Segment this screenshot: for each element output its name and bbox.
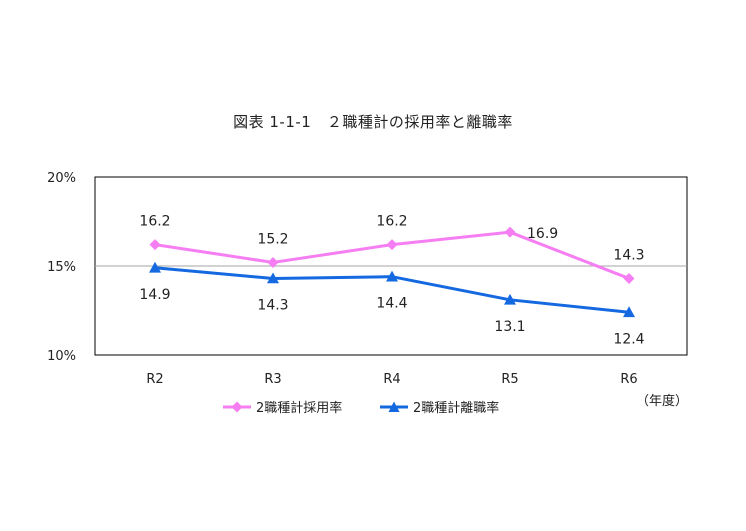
legend-marker-hiring	[231, 401, 243, 413]
data-point-hiring-r2	[149, 239, 161, 251]
x-axis-ticks: R2 R3 R4 R5 R6	[146, 372, 637, 387]
data-point-turnover-r5	[504, 293, 516, 305]
x-tick-label-r3: R3	[264, 372, 281, 387]
data-label-turnover-r4: 14.4	[376, 296, 407, 312]
data-label-hiring-r3: 15.2	[257, 231, 288, 247]
legend-label-hiring: 2職種計採用率	[256, 400, 342, 416]
data-point-hiring-r4	[386, 239, 398, 251]
legend: 2職種計採用率 2職種計離職率	[223, 400, 499, 416]
legend-label-turnover: 2職種計離職率	[413, 400, 499, 416]
x-tick-label-r6: R6	[620, 372, 637, 387]
data-label-hiring-r2: 16.2	[139, 214, 170, 230]
legend-marker-turnover	[388, 401, 400, 412]
y-tick-label-10: 10%	[47, 349, 76, 364]
data-point-hiring-r3	[267, 256, 279, 268]
data-point-turnover-r4	[386, 270, 398, 282]
data-label-turnover-r6: 12.4	[613, 331, 644, 347]
data-label-hiring-r4: 16.2	[376, 214, 407, 230]
data-point-turnover-r2	[149, 261, 161, 273]
data-label-turnover-r5: 13.1	[494, 319, 525, 335]
y-tick-label-15: 15%	[47, 260, 76, 275]
data-point-turnover-r3	[267, 272, 279, 284]
x-unit-label: （年度）	[636, 393, 688, 409]
data-label-turnover-r3: 14.3	[257, 297, 288, 313]
legend-item-hiring: 2職種計採用率	[223, 400, 342, 416]
data-label-hiring-r5: 16.9	[527, 226, 558, 242]
data-label-layer: 16.2 15.2 16.2 16.9 14.3 14.9 14.3 14.4 13.1 12.4	[139, 214, 644, 348]
data-point-hiring-r5	[504, 226, 516, 238]
data-point-hiring-r6	[623, 272, 635, 284]
data-point-turnover-r6	[623, 306, 635, 318]
data-label-turnover-r2: 14.9	[139, 287, 170, 303]
data-label-hiring-r6: 14.3	[613, 247, 644, 263]
chart-title: 図表 1-1-1 ２職種計の採用率と離職率	[233, 113, 513, 131]
x-tick-label-r4: R4	[383, 372, 400, 387]
y-tick-label-20: 20%	[47, 171, 76, 186]
x-tick-label-r2: R2	[146, 372, 163, 387]
x-tick-label-r5: R5	[501, 372, 518, 387]
series-layer	[149, 226, 635, 318]
legend-item-turnover: 2職種計離職率	[380, 400, 499, 416]
